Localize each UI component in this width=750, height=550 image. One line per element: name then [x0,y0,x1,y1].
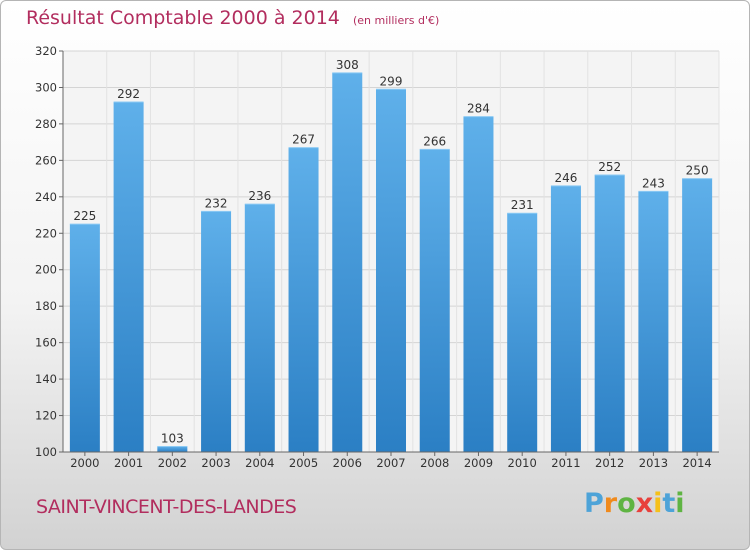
bars: 225 292 103 232 236 267 308 299 266 284 231 246 252 2… [69,58,713,453]
bar [638,191,669,452]
x-tick-label: 2004 [245,456,274,470]
y-tick-label: 100 [35,445,57,459]
bar [419,149,450,452]
x-tick-label: 2013 [639,456,668,470]
data-label: 231 [511,198,534,212]
data-label: 267 [292,133,315,147]
bar [682,178,713,452]
logo-letter: t [662,488,676,519]
x-tick-label: 2008 [420,456,449,470]
x-tick-label: 2009 [464,456,493,470]
bar [463,116,494,453]
y-tick-label: 140 [35,372,57,386]
logo-letter: x [635,488,654,519]
bar [550,185,581,452]
bar [288,147,319,452]
x-tick-label: 2012 [595,456,624,470]
y-tick-label: 260 [35,153,57,167]
x-tick-label: 2010 [508,456,537,470]
chart-title: Résultat Comptable 2000 à 2014 [26,7,340,29]
data-label: 232 [205,196,228,210]
x-tick-label: 2000 [70,456,99,470]
y-tick-label: 220 [35,226,57,240]
proxiti-logo[interactable]: Proxiti [584,488,685,519]
x-tick-label: 2003 [201,456,230,470]
y-tick-label: 300 [35,80,57,94]
bar [507,213,538,452]
x-tick-label: 2011 [551,456,580,470]
x-tick-label: 2002 [158,456,187,470]
logo-letter: o [617,488,636,519]
commune-name: SAINT-VINCENT-DES-LANDES [36,496,297,518]
data-label: 266 [423,134,446,148]
x-tick-label: 2007 [376,456,405,470]
y-tick-label: 280 [35,117,57,131]
y-tick-label: 120 [35,409,57,423]
y-tick-label: 160 [35,336,57,350]
bar [69,224,100,452]
x-tick-label: 2001 [114,456,143,470]
data-label: 225 [73,209,96,223]
data-label: 243 [642,176,665,190]
logo-letter: i [675,488,685,519]
axes: 100 120 140 160 180 200 220 240 260 280 300 320 2000… [35,44,719,470]
data-label: 308 [336,58,359,72]
logo-letter: r [603,488,618,519]
x-tick-label: 2014 [682,456,711,470]
y-tick-label: 200 [35,263,57,277]
y-tick-label: 180 [35,299,57,313]
bar [376,89,406,452]
logo-letter: i [653,488,663,519]
bar [332,72,363,452]
bar [594,174,625,453]
data-label: 246 [554,171,577,185]
data-label: 252 [598,160,621,174]
x-tick-label: 2005 [289,456,318,470]
logo-letter: P [584,488,604,519]
data-label: 299 [380,74,403,88]
bar [244,204,275,452]
chart-subtitle: (en milliers d'€) [352,14,440,27]
bar [201,211,232,452]
bar [157,446,188,452]
data-label: 250 [686,164,709,178]
data-label: 103 [161,432,184,446]
y-tick-label: 320 [35,44,57,58]
data-label: 292 [117,87,140,101]
x-tick-label: 2006 [333,456,362,470]
data-label: 236 [248,189,271,203]
bar [113,102,144,452]
data-label: 284 [467,102,490,116]
y-tick-label: 240 [35,190,57,204]
title-row: Résultat Comptable 2000 à 2014 (en milli… [26,7,439,29]
